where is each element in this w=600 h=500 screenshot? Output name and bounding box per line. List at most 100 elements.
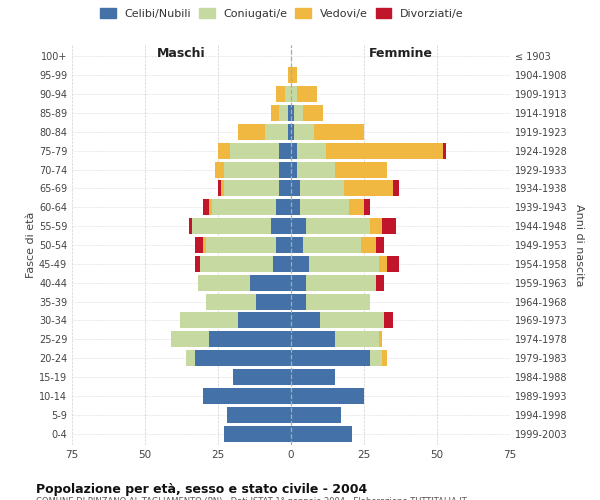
Bar <box>305 274 376 291</box>
Bar <box>189 218 192 234</box>
Bar <box>361 237 376 253</box>
Bar <box>314 124 364 140</box>
Bar <box>297 86 317 102</box>
Bar <box>280 105 288 121</box>
Bar <box>308 256 379 272</box>
Bar <box>238 312 291 328</box>
Bar <box>291 162 297 178</box>
Bar <box>291 294 305 310</box>
Bar <box>385 312 393 328</box>
Bar <box>227 407 291 423</box>
Bar <box>335 162 388 178</box>
Bar <box>349 199 364 216</box>
Bar <box>203 388 291 404</box>
Bar <box>180 312 238 328</box>
Bar <box>192 218 271 234</box>
Bar <box>250 274 291 291</box>
Bar <box>344 180 393 196</box>
Bar <box>297 142 326 158</box>
Bar <box>194 237 203 253</box>
Bar <box>305 218 370 234</box>
Y-axis label: Anni di nascita: Anni di nascita <box>574 204 584 286</box>
Bar <box>200 256 274 272</box>
Bar <box>280 162 291 178</box>
Bar <box>209 332 291 347</box>
Bar <box>203 199 209 216</box>
Bar <box>209 199 212 216</box>
Bar <box>376 237 385 253</box>
Bar <box>277 199 291 216</box>
Bar <box>203 237 206 253</box>
Bar <box>300 199 349 216</box>
Bar <box>300 180 344 196</box>
Text: Maschi: Maschi <box>157 47 206 60</box>
Bar <box>291 86 297 102</box>
Bar <box>206 237 277 253</box>
Bar <box>291 180 300 196</box>
Bar <box>291 124 294 140</box>
Bar <box>224 426 291 442</box>
Bar <box>291 199 300 216</box>
Legend: Celibi/Nubili, Coniugati/e, Vedovi/e, Divorziati/e: Celibi/Nubili, Coniugati/e, Vedovi/e, Di… <box>98 6 466 21</box>
Bar <box>291 369 335 385</box>
Bar <box>297 162 335 178</box>
Bar <box>302 237 361 253</box>
Bar <box>215 162 224 178</box>
Bar <box>393 180 399 196</box>
Bar <box>206 294 256 310</box>
Text: Popolazione per età, sesso e stato civile - 2004: Popolazione per età, sesso e stato civil… <box>36 482 367 496</box>
Bar <box>291 105 294 121</box>
Bar <box>302 105 323 121</box>
Bar <box>370 350 382 366</box>
Bar <box>218 180 221 196</box>
Bar <box>305 294 370 310</box>
Bar <box>382 218 396 234</box>
Bar <box>218 142 230 158</box>
Bar <box>230 142 280 158</box>
Bar <box>221 180 224 196</box>
Bar <box>364 199 370 216</box>
Bar <box>291 256 308 272</box>
Bar <box>256 294 291 310</box>
Bar <box>291 426 352 442</box>
Bar <box>291 67 297 83</box>
Bar <box>320 312 385 328</box>
Bar <box>171 332 209 347</box>
Bar <box>233 369 291 385</box>
Bar <box>370 218 382 234</box>
Bar <box>194 256 200 272</box>
Bar <box>288 105 291 121</box>
Bar <box>335 332 379 347</box>
Bar <box>288 67 291 83</box>
Bar <box>274 256 291 272</box>
Bar <box>288 124 291 140</box>
Bar <box>291 142 297 158</box>
Bar <box>291 332 335 347</box>
Bar <box>194 350 291 366</box>
Text: Femmine: Femmine <box>368 47 433 60</box>
Bar <box>294 105 302 121</box>
Bar <box>280 180 291 196</box>
Bar <box>277 86 285 102</box>
Bar <box>224 180 280 196</box>
Bar <box>224 162 280 178</box>
Bar <box>294 124 314 140</box>
Bar <box>291 218 305 234</box>
Bar <box>388 256 399 272</box>
Bar <box>186 350 194 366</box>
Bar <box>382 350 388 366</box>
Bar <box>271 218 291 234</box>
Bar <box>291 388 364 404</box>
Bar <box>265 124 288 140</box>
Bar <box>291 274 305 291</box>
Bar <box>238 124 265 140</box>
Bar <box>379 332 382 347</box>
Bar <box>280 142 291 158</box>
Bar <box>379 256 388 272</box>
Bar <box>212 199 277 216</box>
Bar <box>285 86 291 102</box>
Bar <box>197 274 250 291</box>
Bar <box>291 312 320 328</box>
Bar <box>277 237 291 253</box>
Bar <box>291 407 341 423</box>
